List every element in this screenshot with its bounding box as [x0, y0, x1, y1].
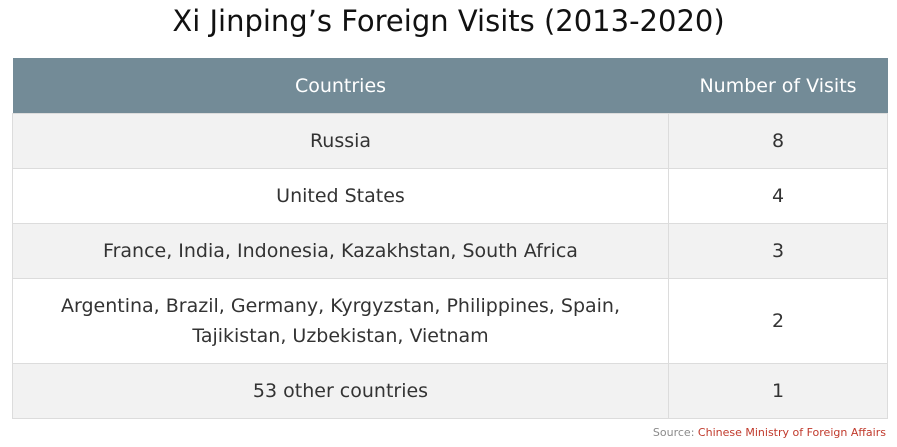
- table-header-row: Countries Number of Visits: [13, 58, 888, 114]
- table-row: United States 4: [13, 169, 888, 224]
- visits-cell: 4: [669, 169, 888, 224]
- visits-cell: 3: [669, 224, 888, 279]
- source-label: Source:: [653, 426, 695, 439]
- source-name: Chinese Ministry of Foreign Affairs: [698, 426, 886, 439]
- visits-cell: 2: [669, 279, 888, 364]
- visits-cell: 8: [669, 114, 888, 169]
- countries-cell: United States: [13, 169, 669, 224]
- table-row: 53 other countries 1: [13, 364, 888, 419]
- countries-cell: Argentina, Brazil, Germany, Kyrgyzstan, …: [13, 279, 669, 364]
- visits-table: Countries Number of Visits Russia 8 Unit…: [12, 58, 888, 419]
- countries-line: United States: [19, 181, 662, 211]
- countries-cell: 53 other countries: [13, 364, 669, 419]
- table-row: Argentina, Brazil, Germany, Kyrgyzstan, …: [13, 279, 888, 364]
- table-title: Xi Jinping’s Foreign Visits (2013-2020): [0, 4, 897, 38]
- countries-line: France, India, Indonesia, Kazakhstan, So…: [19, 236, 662, 266]
- column-header-visits: Number of Visits: [669, 58, 888, 114]
- countries-cell: France, India, Indonesia, Kazakhstan, So…: [13, 224, 669, 279]
- column-header-countries: Countries: [13, 58, 669, 114]
- source-note: Source: Chinese Ministry of Foreign Affa…: [653, 426, 886, 439]
- countries-line: Tajikistan, Uzbekistan, Vietnam: [19, 321, 662, 351]
- countries-line: Russia: [19, 126, 662, 156]
- visits-cell: 1: [669, 364, 888, 419]
- table-row: Russia 8: [13, 114, 888, 169]
- countries-cell: Russia: [13, 114, 669, 169]
- table-row: France, India, Indonesia, Kazakhstan, So…: [13, 224, 888, 279]
- countries-line: Argentina, Brazil, Germany, Kyrgyzstan, …: [19, 291, 662, 321]
- countries-line: 53 other countries: [19, 376, 662, 406]
